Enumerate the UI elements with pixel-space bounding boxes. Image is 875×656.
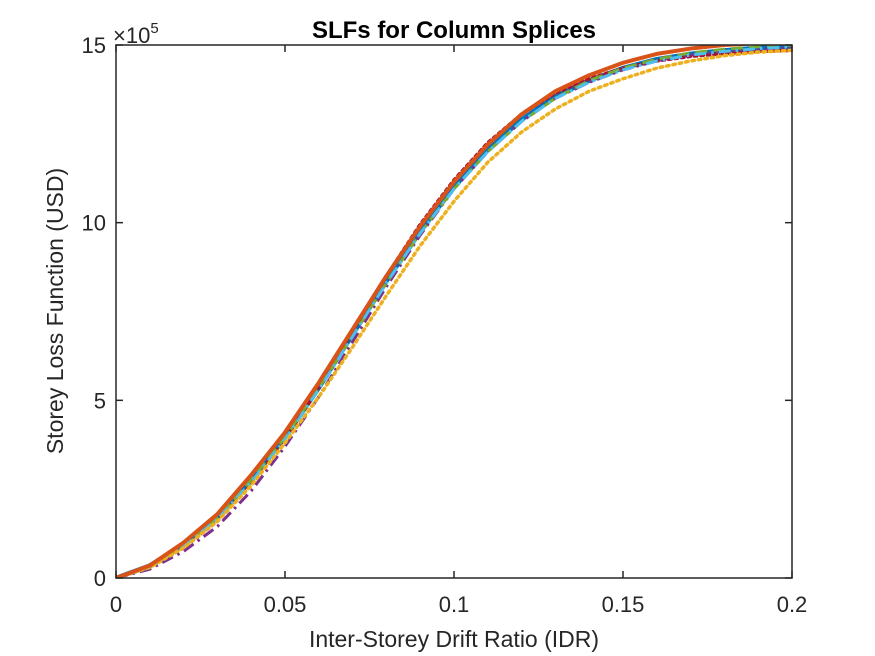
y-exponent-prefix: ×10: [113, 23, 150, 48]
chart-title: SLFs for Column Splices: [312, 17, 596, 44]
y-exponent-label: ×105: [113, 20, 159, 48]
x-tick-label: 0.05: [264, 592, 307, 617]
y-tick-label: 15: [82, 33, 106, 58]
y-exponent-power: 5: [150, 20, 158, 37]
x-tick-label: 0: [110, 592, 122, 617]
plot-area: [116, 45, 792, 578]
plot-frame: [115, 44, 793, 579]
x-axis-label: Inter-Storey Drift Ratio (IDR): [309, 626, 599, 652]
x-tick-label: 0.2: [777, 592, 808, 617]
y-tick-label: 5: [94, 388, 106, 413]
series-line-6: [116, 48, 792, 578]
series-line-3: [116, 46, 792, 578]
series-line-7: [116, 45, 792, 578]
series-layer: [116, 45, 792, 578]
x-tick-label: 0.1: [439, 592, 470, 617]
y-tick-label: 10: [82, 211, 106, 236]
y-tick-label: 0: [94, 566, 106, 591]
tick-labels-layer: 0 0.05 0.1 0.15 0.2 0 5 10 15: [82, 33, 808, 617]
x-tick-label: 0.15: [602, 592, 645, 617]
series-line-5: [116, 45, 792, 578]
y-axis-label: Storey Loss Function (USD): [42, 168, 68, 454]
